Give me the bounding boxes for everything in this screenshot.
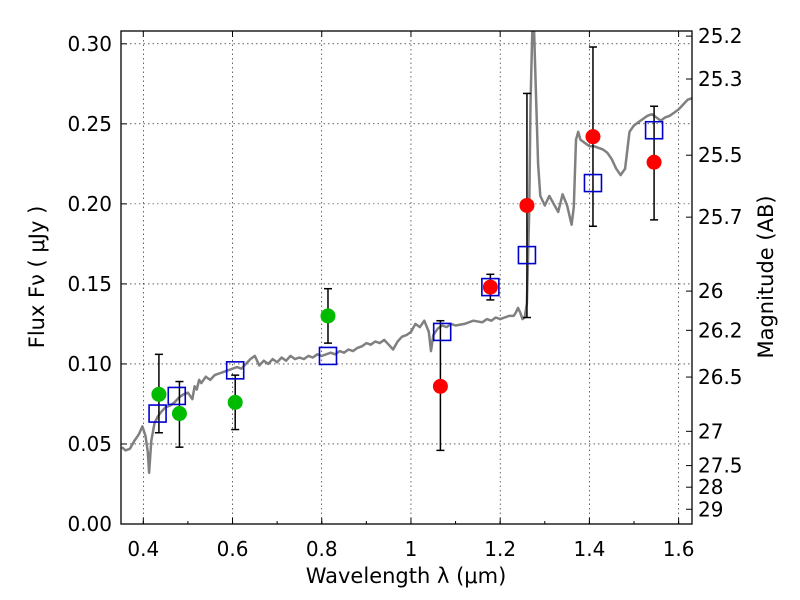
right-tick-label: 25.3 xyxy=(698,67,743,91)
green-data-point xyxy=(151,386,167,402)
model-flux-square-marker xyxy=(148,404,167,423)
right-tick-label: 25.5 xyxy=(698,143,743,167)
x-tick-label: 1.6 xyxy=(663,537,695,561)
right-tick-label: 25.7 xyxy=(698,205,743,229)
x-tick-label: 1.2 xyxy=(484,537,516,561)
y-tick-label: 0.30 xyxy=(67,32,112,56)
x-tick-label: 1.4 xyxy=(573,537,605,561)
model-flux-square-marker xyxy=(481,277,500,297)
axis-ticks: 0.4 0.6 0.8 1 1.2 1.4 1.6 0.00 0.05 0.10 0.15 0.20 0… xyxy=(67,24,742,561)
y-tick-label: 0.20 xyxy=(67,192,112,216)
y-tick-label: 0.15 xyxy=(67,272,112,296)
model-flux-square-marker xyxy=(318,346,338,366)
red-data-point xyxy=(646,154,662,170)
y-axis-label: Flux Fν ( μJy ) xyxy=(25,206,49,349)
green-data-point xyxy=(171,406,187,422)
x-tick-label: 0.4 xyxy=(127,537,159,561)
right-tick-label: 27.5 xyxy=(698,454,743,478)
model-flux-square-marker xyxy=(517,245,537,265)
plot-content xyxy=(121,31,692,475)
right-tick-label: 27 xyxy=(698,419,723,443)
right-tick-label: 26 xyxy=(698,279,723,303)
y-tick-label: 0.25 xyxy=(67,112,112,136)
model-flux-square-marker xyxy=(225,361,245,380)
y-tick-label: 0.05 xyxy=(67,432,112,456)
model-flux-square-marker xyxy=(583,173,603,193)
red-data-point xyxy=(432,378,448,394)
model-flux-square-marker xyxy=(432,322,452,342)
green-data-point xyxy=(227,394,243,410)
x-tick-label: 1 xyxy=(405,537,418,561)
right-tick-label: 28 xyxy=(698,475,723,499)
x-tick-label: 0.8 xyxy=(306,537,338,561)
model-flux-square-marker xyxy=(644,120,664,140)
right-tick-label: 25.2 xyxy=(698,24,743,48)
grid xyxy=(121,31,692,525)
green-data-point xyxy=(320,308,336,324)
plot-frame xyxy=(120,30,693,525)
model-flux-square-marker xyxy=(167,386,187,406)
right-tick-label: 26.2 xyxy=(698,318,743,342)
right-tick-label: 26.5 xyxy=(698,365,743,389)
x-tick-label: 0.6 xyxy=(217,537,249,561)
y-tick-label: 0.10 xyxy=(67,352,112,376)
model-spectrum-line xyxy=(121,31,692,475)
x-axis-label: Wavelength λ (μm) xyxy=(306,564,507,588)
right-tick-label: 29 xyxy=(698,497,723,521)
red-data-point xyxy=(519,197,535,213)
right-axis-label: Magnitude (AB) xyxy=(754,195,778,358)
red-data-point xyxy=(482,279,498,295)
red-data-point xyxy=(585,129,601,145)
y-tick-label: 0.00 xyxy=(67,512,112,536)
